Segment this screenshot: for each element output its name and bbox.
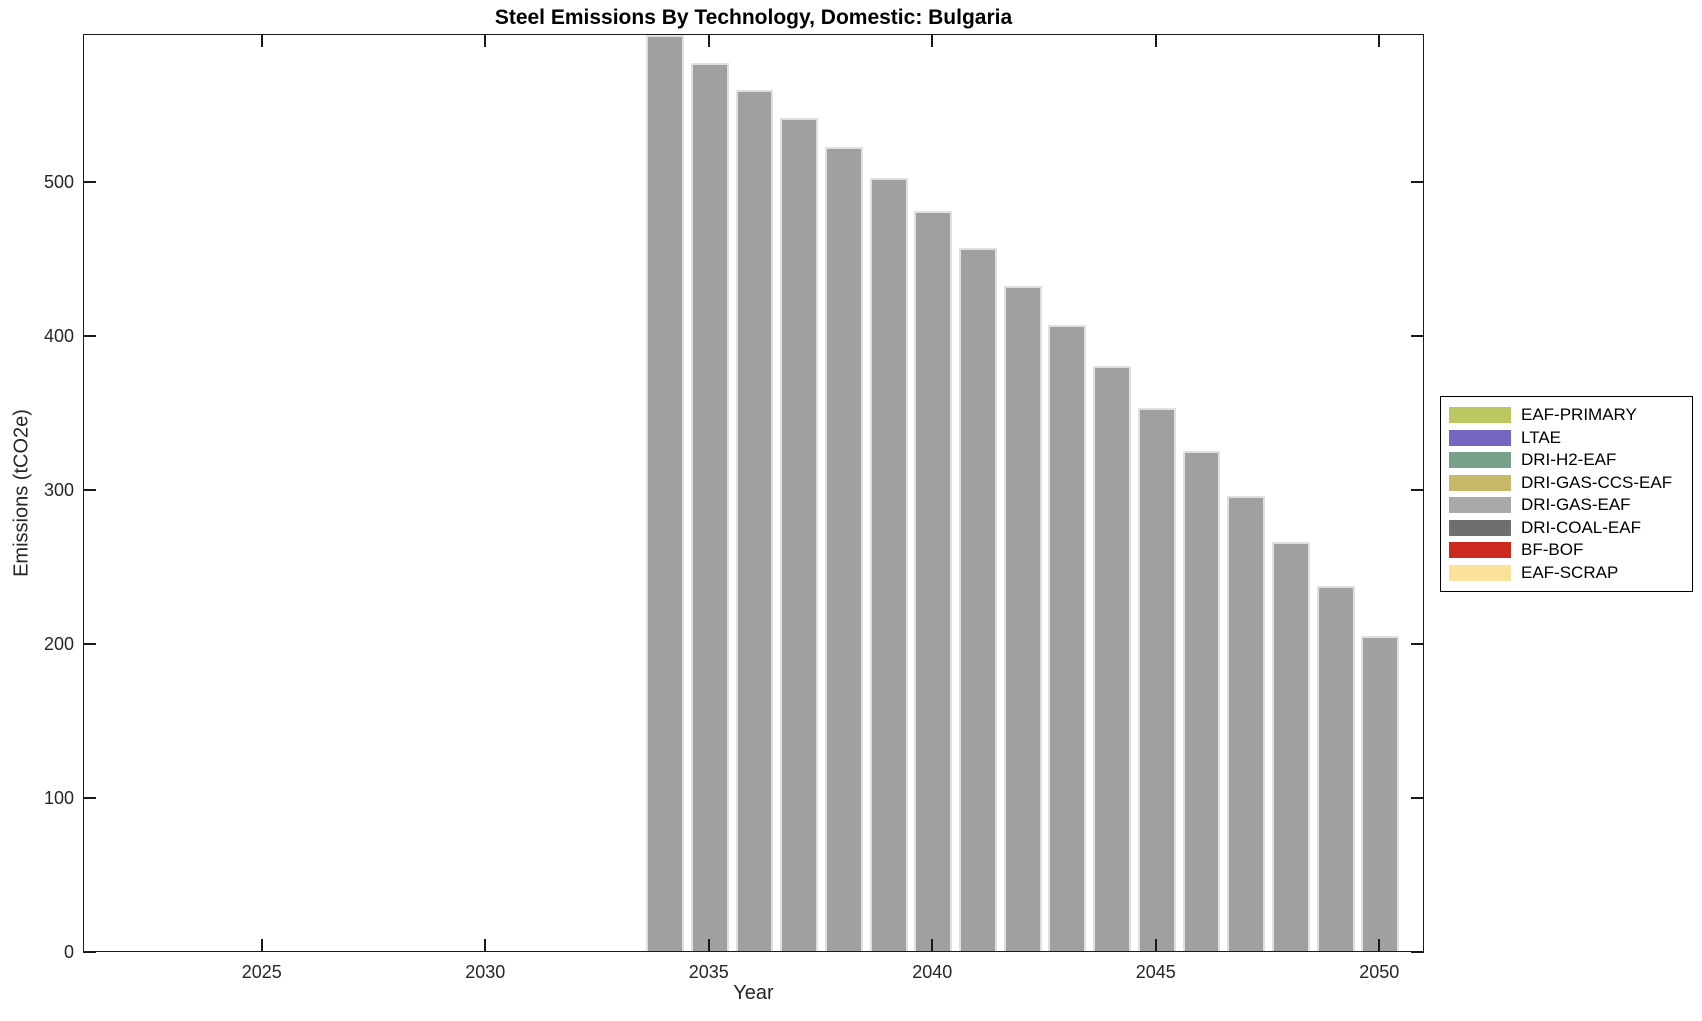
y-tick-500 [83, 180, 96, 183]
x-tick-2040 [931, 939, 934, 952]
chart-title: Steel Emissions By Technology, Domestic:… [494, 6, 1013, 29]
bar-2045 [1137, 407, 1176, 951]
y-tick-0 [83, 951, 96, 953]
y-tick-label-100: 100 [43, 787, 74, 808]
legend-label-eaf-primary: EAF-PRIMARY [1521, 405, 1637, 425]
legend-item-dri-gas-eaf: DRI-GAS-EAF [1441, 495, 1692, 515]
legend-swatch-ltae [1449, 429, 1511, 446]
bar-2043 [1048, 324, 1087, 951]
bar-2040 [914, 210, 953, 951]
x-tick-top-2030 [484, 34, 487, 47]
y-tick-100 [83, 796, 96, 799]
x-axis-label: Year [733, 982, 774, 1004]
bar-2037 [780, 118, 819, 951]
y-tick-right-300 [1411, 488, 1424, 491]
legend-label-bf-bof: BF-BOF [1521, 540, 1584, 560]
bar-2036 [735, 90, 774, 951]
legend-item-eaf-scrap: EAF-SCRAP [1441, 563, 1692, 583]
y-tick-right-400 [1411, 334, 1424, 337]
y-tick-label-0: 0 [63, 942, 74, 962]
x-tick-label-2030: 2030 [465, 962, 506, 982]
x-tick-top-2045 [1154, 34, 1157, 47]
bar-2047 [1227, 495, 1266, 951]
legend-item-eaf-primary: EAF-PRIMARY [1441, 405, 1692, 425]
y-tick-label-400: 400 [43, 325, 74, 346]
x-tick-top-2025 [260, 34, 263, 47]
legend-swatch-eaf-scrap [1449, 564, 1511, 581]
x-tick-top-2040 [931, 34, 934, 47]
y-tick-label-500: 500 [43, 171, 74, 192]
y-tick-right-500 [1411, 180, 1424, 183]
legend-label-dri-coal-eaf: DRI-COAL-EAF [1521, 517, 1641, 537]
bar-2041 [959, 247, 997, 951]
x-tick-2035 [707, 939, 710, 952]
y-tick-label-200: 200 [43, 633, 74, 654]
legend-swatch-dri-h2-eaf [1449, 452, 1511, 469]
bar-2038 [824, 147, 863, 951]
legend-swatch-bf-bof [1449, 542, 1511, 559]
bar-2050 [1361, 635, 1400, 951]
legend-item-dri-h2-eaf: DRI-H2-EAF [1441, 450, 1692, 470]
y-tick-400 [83, 334, 96, 337]
legend-item-dri-gas-ccs-eaf: DRI-GAS-CCS-EAF [1441, 473, 1692, 493]
legend-label-dri-h2-eaf: DRI-H2-EAF [1521, 450, 1617, 470]
x-tick-top-2050 [1378, 34, 1381, 47]
legend-label-dri-gas-eaf: DRI-GAS-EAF [1521, 495, 1631, 515]
bar-2039 [869, 178, 908, 951]
legend-swatch-dri-coal-eaf [1449, 519, 1511, 536]
bar-2035 [690, 62, 729, 951]
plot-area [83, 34, 1424, 952]
legend-swatch-dri-gas-ccs-eaf [1449, 474, 1511, 491]
legend-swatch-eaf-primary [1449, 407, 1511, 424]
x-tick-label-2045: 2045 [1135, 962, 1176, 982]
y-tick-300 [83, 488, 96, 491]
bar-2042 [1003, 286, 1042, 951]
y-tick-right-200 [1411, 642, 1424, 645]
legend-label-ltae: LTAE [1521, 427, 1561, 447]
legend-label-eaf-scrap: EAF-SCRAP [1521, 562, 1619, 582]
y-tick-right-0 [1411, 951, 1424, 953]
bar-2046 [1182, 450, 1221, 951]
x-tick-label-2035: 2035 [688, 962, 729, 982]
y-tick-right-100 [1411, 796, 1424, 799]
bar-2044 [1093, 366, 1132, 951]
x-tick-2045 [1154, 939, 1157, 952]
x-tick-2050 [1378, 939, 1381, 952]
legend-label-dri-gas-ccs-eaf: DRI-GAS-CCS-EAF [1521, 472, 1673, 492]
x-tick-label-2050: 2050 [1359, 962, 1400, 982]
legend-item-bf-bof: BF-BOF [1441, 540, 1692, 560]
y-tick-label-300: 300 [43, 479, 74, 500]
legend-item-ltae: LTAE [1441, 428, 1692, 448]
x-tick-label-2025: 2025 [241, 962, 282, 982]
x-tick-top-2035 [707, 34, 710, 47]
x-tick-2025 [260, 939, 263, 952]
x-tick-2030 [484, 939, 487, 952]
legend-swatch-dri-gas-eaf [1449, 497, 1511, 514]
y-tick-200 [83, 642, 96, 645]
legend-item-dri-coal-eaf: DRI-COAL-EAF [1441, 518, 1692, 538]
x-tick-label-2040: 2040 [912, 962, 953, 982]
bar-2048 [1271, 541, 1310, 951]
bar-2049 [1316, 586, 1355, 951]
bar-2034 [646, 35, 685, 951]
legend: EAF-PRIMARY LTAE DRI-H2-EAF DRI-GAS-CCS-EAF… [1440, 396, 1693, 592]
